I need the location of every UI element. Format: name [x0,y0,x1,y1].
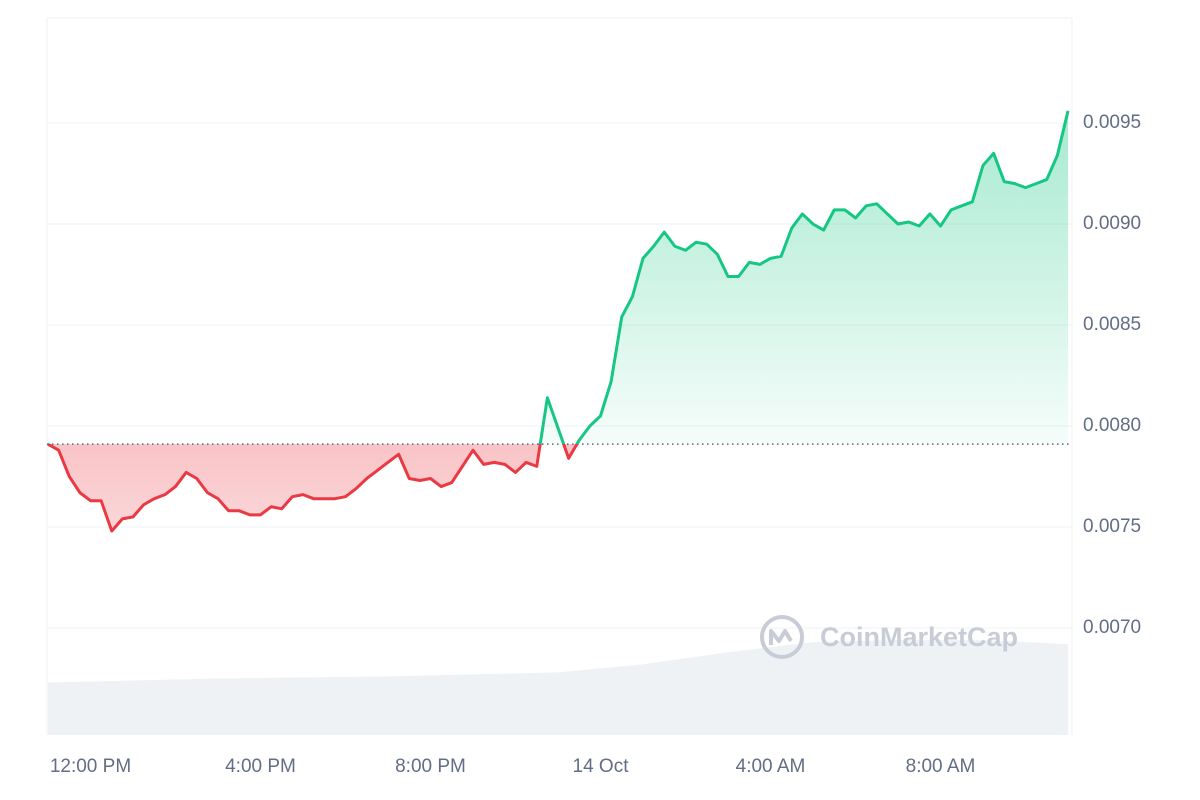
y-tick-label: 0.0070 [1083,617,1141,638]
x-tick-label: 8:00 PM [395,756,466,777]
price-area [48,110,1068,532]
watermark-logo [760,615,804,659]
y-tick-label: 0.0075 [1083,516,1141,537]
watermark-logo [769,629,793,645]
x-tick-label: 12:00 PM [50,756,131,777]
y-tick-label: 0.0095 [1083,112,1141,133]
x-tick-label: 4:00 PM [225,756,296,777]
volume-area [48,640,1068,735]
watermark-text: CoinMarketCap [820,622,1018,652]
y-tick-label: 0.0090 [1083,213,1141,234]
price-line [47,110,1070,533]
x-tick-label: 4:00 AM [736,756,806,777]
y-tick-label: 0.0085 [1083,314,1141,335]
x-tick-label: 14 Oct [573,756,630,777]
y-tick-label: 0.0080 [1083,415,1141,436]
x-tick-label: 8:00 AM [906,756,976,777]
